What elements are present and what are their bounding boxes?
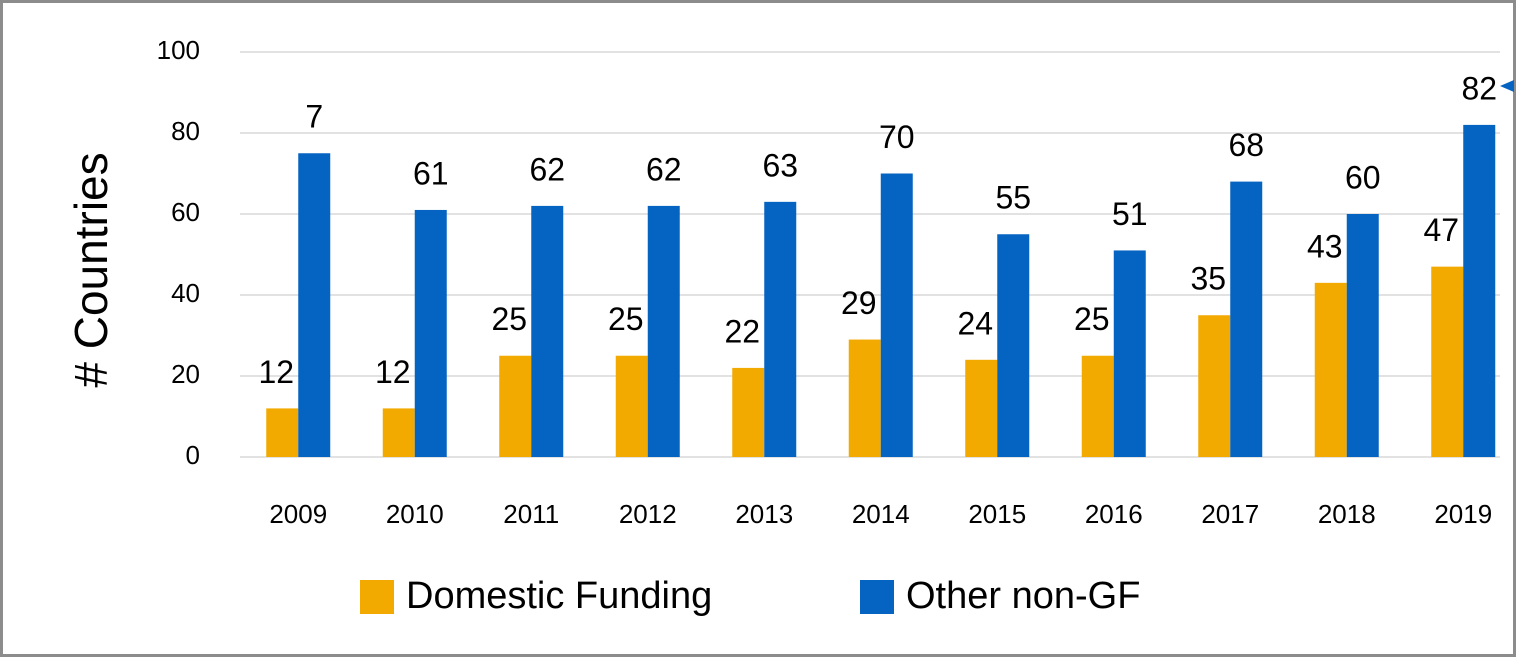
data-label: 62 <box>646 151 682 187</box>
data-label: 35 <box>1190 261 1226 297</box>
data-label: 47 <box>1423 212 1459 248</box>
data-label: 22 <box>724 313 760 349</box>
bar <box>1113 250 1146 457</box>
x-tick-label: 2016 <box>1085 499 1143 529</box>
legend-label: Other non-GF <box>906 575 1140 617</box>
data-label: 63 <box>762 147 798 183</box>
bar <box>647 205 680 457</box>
x-tick-label: 2018 <box>1318 499 1376 529</box>
bar <box>499 355 532 457</box>
bar <box>997 234 1030 457</box>
bar <box>1463 124 1496 458</box>
y-tick-label: 100 <box>157 35 200 65</box>
bar <box>880 173 913 457</box>
bar <box>1081 355 1114 457</box>
data-label: 29 <box>841 285 877 321</box>
data-label: 62 <box>529 151 565 187</box>
bar <box>965 359 998 457</box>
data-label: 43 <box>1307 228 1343 264</box>
data-label: 55 <box>995 180 1031 216</box>
x-tick-label: 2009 <box>269 499 327 529</box>
bar <box>266 408 299 457</box>
bar <box>1431 266 1464 457</box>
bar <box>848 339 881 457</box>
data-label: 12 <box>258 354 294 390</box>
x-tick-label: 2019 <box>1434 499 1492 529</box>
x-tick-label: 2014 <box>852 499 910 529</box>
y-tick-label: 80 <box>171 116 200 146</box>
y-tick-label: 40 <box>171 278 200 308</box>
data-label: 82 <box>1461 70 1497 106</box>
bar <box>414 209 447 457</box>
data-label: 7 <box>305 99 323 135</box>
x-tick-label: 2012 <box>619 499 677 529</box>
x-tick-label: 2017 <box>1201 499 1259 529</box>
bar <box>764 201 797 457</box>
bar <box>531 205 564 457</box>
y-axis-label: # Countries <box>65 152 117 387</box>
data-label: 68 <box>1228 127 1264 163</box>
legend-swatch <box>360 580 394 614</box>
data-label: 60 <box>1345 159 1381 195</box>
data-label: 12 <box>375 354 411 390</box>
y-tick-label: 20 <box>171 359 200 389</box>
data-label: 51 <box>1112 196 1148 232</box>
bar <box>298 153 331 457</box>
bar <box>382 408 415 457</box>
x-tick-label: 2015 <box>968 499 1026 529</box>
x-tick-label: 2013 <box>735 499 793 529</box>
y-tick-label: 0 <box>186 440 200 470</box>
y-tick-label: 60 <box>171 197 200 227</box>
data-label: 25 <box>1074 301 1110 337</box>
data-label: 61 <box>413 155 449 191</box>
legend-label: Domestic Funding <box>406 575 712 617</box>
legend-swatch <box>860 580 894 614</box>
x-tick-label: 2010 <box>386 499 444 529</box>
bar <box>732 367 765 457</box>
data-label: 24 <box>957 305 993 341</box>
data-label: 25 <box>608 301 644 337</box>
bar <box>615 355 648 457</box>
data-label: 25 <box>491 301 527 337</box>
bar <box>1230 181 1263 457</box>
data-label: 70 <box>879 119 915 155</box>
bar <box>1346 214 1379 457</box>
arrow <box>1500 80 1514 92</box>
bar <box>1314 282 1347 457</box>
bar <box>1198 315 1231 457</box>
x-tick-label: 2011 <box>503 499 559 529</box>
